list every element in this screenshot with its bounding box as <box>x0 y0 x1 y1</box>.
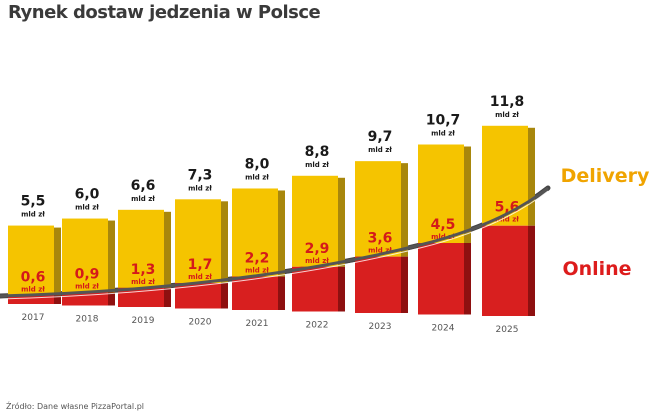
online-unit-label: mld zł <box>21 285 45 293</box>
total-value-label: 8,0 <box>245 156 270 172</box>
delivery-bar-2024 <box>418 144 464 244</box>
online-unit-label: mld zł <box>431 233 455 241</box>
total-value-label: 7,3 <box>188 167 213 183</box>
delivery-bar-2017 <box>8 225 54 296</box>
chart-title: Rynek dostaw jedzenia w Polsce <box>8 2 321 23</box>
delivery-bar-side <box>221 201 228 284</box>
legend-delivery: Delivery <box>561 165 650 187</box>
delivery-bar-side <box>338 177 345 267</box>
total-value-label: 6,0 <box>75 187 100 203</box>
total-unit-label: mld zł <box>368 146 392 154</box>
online-value-label: 2,2 <box>245 251 270 267</box>
online-value-label: 4,5 <box>431 217 456 233</box>
online-bar-side <box>401 256 408 313</box>
online-value-label: 3,6 <box>368 231 393 247</box>
online-value-label: 0,9 <box>75 266 100 282</box>
delivery-bar-side <box>464 146 471 244</box>
year-label: 2023 <box>369 322 392 332</box>
year-label: 2021 <box>246 319 269 329</box>
year-label: 2024 <box>432 324 455 334</box>
year-label: 2019 <box>132 316 155 326</box>
total-unit-label: mld zł <box>188 184 212 192</box>
total-value-label: 11,8 <box>490 94 525 110</box>
online-bar-2025 <box>482 225 528 316</box>
online-bar-side <box>464 243 471 315</box>
delivery-bar-2022 <box>292 175 338 267</box>
online-value-label: 2,9 <box>305 241 330 257</box>
online-bar-side <box>164 287 171 307</box>
year-label: 2025 <box>496 325 519 335</box>
online-bar-2022 <box>292 266 338 312</box>
delivery-bar-side <box>54 227 61 296</box>
online-bar-2024 <box>418 243 464 315</box>
trend-curve-highlight <box>0 190 549 300</box>
total-unit-label: mld zł <box>495 111 519 119</box>
delivery-bar-2021 <box>232 188 278 277</box>
online-bar-side <box>338 266 345 312</box>
delivery-bar-2023 <box>355 161 401 257</box>
delivery-bar-side <box>164 211 171 288</box>
delivery-bar-side <box>401 163 408 257</box>
total-unit-label: mld zł <box>431 130 455 138</box>
online-bar-side <box>54 295 61 304</box>
online-unit-label: mld zł <box>188 273 212 281</box>
total-unit-label: mld zł <box>21 211 45 219</box>
delivery-bar-side <box>278 190 285 277</box>
online-bar-2021 <box>232 276 278 310</box>
total-value-label: 5,5 <box>21 194 46 210</box>
year-label: 2020 <box>189 318 212 328</box>
online-bar-2017 <box>8 295 54 304</box>
online-bar-2020 <box>175 283 221 309</box>
online-unit-label: mld zł <box>75 282 99 290</box>
total-unit-label: mld zł <box>305 161 329 169</box>
online-bar-side <box>278 276 285 310</box>
total-value-label: 6,6 <box>131 178 156 194</box>
online-bar-side <box>528 225 535 316</box>
online-value-label: 1,3 <box>131 262 156 278</box>
year-label: 2018 <box>76 315 99 325</box>
online-bar-side <box>108 292 115 306</box>
online-unit-label: mld zł <box>131 278 155 286</box>
total-unit-label: mld zł <box>131 195 155 203</box>
total-value-label: 8,8 <box>305 144 330 160</box>
year-label: 2017 <box>22 313 45 323</box>
delivery-bar-side <box>108 220 115 293</box>
total-unit-label: mld zł <box>75 204 99 212</box>
online-unit-label: mld zł <box>368 247 392 255</box>
total-unit-label: mld zł <box>245 173 269 181</box>
legend-online: Online <box>562 258 631 280</box>
delivery-bar-2020 <box>175 199 221 284</box>
online-unit-label: mld zł <box>245 267 269 275</box>
online-value-label: 0,6 <box>21 269 46 285</box>
source-note: Źródło: Dane własne PizzaPortal.pl <box>6 402 144 411</box>
year-label: 2022 <box>306 321 329 331</box>
delivery-bar-2018 <box>62 218 108 293</box>
delivery-bar-2019 <box>118 209 164 288</box>
total-value-label: 9,7 <box>368 129 393 145</box>
online-value-label: 1,7 <box>188 257 213 273</box>
online-unit-label: mld zł <box>305 257 329 265</box>
online-unit-label: mld zł <box>495 216 519 224</box>
delivery-bar-side <box>528 127 535 226</box>
total-value-label: 10,7 <box>426 113 461 129</box>
online-bar-side <box>221 283 228 309</box>
trend-curve <box>0 186 549 298</box>
online-bar-2023 <box>355 256 401 313</box>
